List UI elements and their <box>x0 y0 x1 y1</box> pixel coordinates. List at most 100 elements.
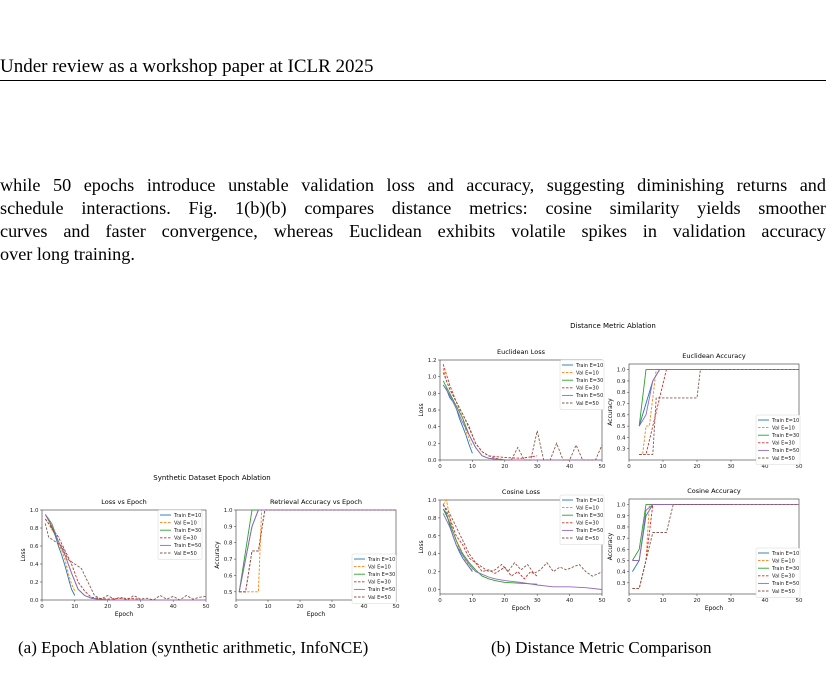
legend-label: Train E=30 <box>367 572 395 578</box>
series-line <box>442 513 603 590</box>
paragraph-line: curves and faster convergence, whereas E… <box>0 221 826 241</box>
x-tick-label: 30 <box>329 604 336 610</box>
legend-label: Train E=30 <box>575 513 603 519</box>
y-tick-label: 1.0 <box>428 498 437 504</box>
series-line <box>638 369 731 427</box>
series-line <box>442 372 603 461</box>
x-tick-label: 50 <box>203 604 210 610</box>
legend-label: Train E=10 <box>771 551 799 557</box>
x-tick-label: 50 <box>599 464 606 470</box>
x-tick-label: 20 <box>694 598 701 604</box>
x-tick-label: 10 <box>71 604 78 610</box>
x-tick-label: 50 <box>796 598 803 604</box>
y-tick-label: 0.5 <box>617 558 626 564</box>
x-tick-label: 0 <box>234 604 238 610</box>
legend-label: Val E=50 <box>772 589 795 595</box>
y-tick-label: 0.0 <box>30 598 39 604</box>
series-line <box>442 504 538 580</box>
series-line <box>238 509 396 592</box>
y-tick-label: 1.2 <box>428 358 437 364</box>
series-line <box>44 518 76 592</box>
chart-panel: Cosine Loss 0 10 20 30 40 50 0.0 0.2 0.4 0.6 0.8 1.0… <box>418 488 606 612</box>
chart-title: Retrieval Accuracy vs Epoch <box>270 498 362 506</box>
chart-panel: Euclidean Accuracy 0 10 20 30 40 50 0.3 0.4 0.5 0.… <box>607 352 803 470</box>
y-tick-label: 0.8 <box>428 391 437 397</box>
y-tick-label: 0.2 <box>428 570 437 576</box>
x-tick-label: 40 <box>762 464 769 470</box>
y-tick-label: 0.5 <box>617 424 626 430</box>
chart-title: Loss vs Epoch <box>101 498 147 506</box>
legend-label: Train E=10 <box>771 418 799 424</box>
y-tick-label: 0.6 <box>428 534 437 540</box>
x-tick-label: 10 <box>660 598 667 604</box>
paragraph-line: over long training. <box>0 244 135 264</box>
axes-frame <box>439 499 603 595</box>
series-line <box>44 514 141 601</box>
y-tick-label: 1.0 <box>428 375 437 381</box>
x-tick-label: 30 <box>728 464 735 470</box>
x-tick-label: 0 <box>438 598 442 604</box>
running-header: Under review as a workshop paper at ICLR… <box>0 56 374 77</box>
body-paragraph: while 50 epochs introduce unstable valid… <box>0 174 826 266</box>
series-line <box>632 504 799 561</box>
x-tick-label: 40 <box>566 598 573 604</box>
legend-label: Train E=30 <box>771 566 799 572</box>
legend-label: Val E=50 <box>576 401 599 407</box>
y-tick-label: 0.7 <box>617 402 626 408</box>
series-line <box>639 369 663 455</box>
legend-label: Train E=10 <box>173 513 201 519</box>
legend-label: Train E=30 <box>575 378 603 384</box>
y-tick-label: 0.8 <box>224 541 233 547</box>
legend-label: Val E=50 <box>576 536 599 542</box>
y-tick-label: 0.4 <box>617 435 626 441</box>
legend-label: Val E=10 <box>174 520 197 526</box>
legend-label: Val E=10 <box>576 505 599 511</box>
y-tick-label: 1.0 <box>617 503 626 509</box>
y-tick-label: 0.8 <box>30 526 39 532</box>
y-axis-label: Accuracy <box>214 541 221 569</box>
y-tick-label: 1.0 <box>30 508 39 514</box>
header-rule <box>0 80 826 81</box>
legend-label: Val E=50 <box>772 456 795 462</box>
y-tick-label: 0.0 <box>428 458 437 464</box>
x-tick-label: 0 <box>438 464 442 470</box>
y-tick-label: 0.0 <box>428 588 437 594</box>
legend-label: Train E=50 <box>173 543 201 549</box>
series-line <box>442 504 603 577</box>
x-tick-label: 30 <box>534 598 541 604</box>
series-line <box>639 369 799 455</box>
y-tick-label: 0.6 <box>428 408 437 414</box>
legend-label: Train E=50 <box>575 528 603 534</box>
x-tick-label: 40 <box>361 604 368 610</box>
caption-a: (a) Epoch Ablation (synthetic arithmetic… <box>18 638 369 657</box>
y-tick-label: 0.9 <box>224 524 233 530</box>
chart-title: Euclidean Loss <box>497 348 546 356</box>
y-tick-label: 0.7 <box>224 557 233 563</box>
x-tick-label: 20 <box>501 464 508 470</box>
x-tick-label: 50 <box>796 464 803 470</box>
chart-title: Euclidean Accuracy <box>682 352 746 360</box>
y-axis-label: Loss <box>20 548 27 561</box>
x-tick-label: 50 <box>393 604 400 610</box>
chart-panels: Loss vs Epoch 0 10 20 30 40 50 0.0 0.2 0.4 0.6 0.8 1… <box>20 348 803 618</box>
legend-label: Train E=10 <box>367 557 395 563</box>
x-tick-label: 40 <box>762 598 769 604</box>
legend-label: Val E=10 <box>576 370 599 376</box>
y-tick-label: 0.2 <box>30 580 39 586</box>
legend-label: Val E=30 <box>368 580 391 586</box>
legend-label: Val E=10 <box>368 564 391 570</box>
series-line <box>239 509 396 593</box>
y-tick-label: 0.9 <box>617 514 626 520</box>
x-tick-label: 20 <box>501 598 508 604</box>
legend-label: Val E=30 <box>772 441 795 447</box>
legend-label: Train E=50 <box>367 587 395 593</box>
y-tick-label: 0.3 <box>617 447 626 453</box>
y-tick-label: 0.4 <box>30 562 39 568</box>
x-tick-label: 0 <box>627 464 631 470</box>
y-axis-label: Accuracy <box>607 398 614 426</box>
chart-panel: Cosine Accuracy 0 10 20 30 40 50 0.3 0.4 0.5 0.6 0.… <box>607 487 803 612</box>
x-tick-label: 20 <box>694 464 701 470</box>
paragraph-line: schedule interactions. Fig. 1(b)(b) comp… <box>0 198 826 218</box>
x-tick-label: 40 <box>566 464 573 470</box>
x-tick-label: 10 <box>469 598 476 604</box>
